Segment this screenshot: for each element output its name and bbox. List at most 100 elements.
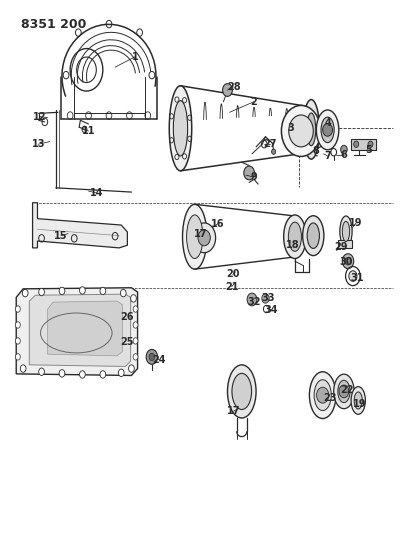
- Circle shape: [20, 365, 26, 372]
- Circle shape: [288, 115, 312, 147]
- Text: 18: 18: [285, 240, 299, 250]
- Text: 28: 28: [226, 82, 240, 92]
- Text: 25: 25: [120, 337, 134, 347]
- Text: 26: 26: [120, 312, 134, 322]
- Circle shape: [222, 84, 232, 96]
- Circle shape: [100, 370, 106, 378]
- Circle shape: [348, 271, 356, 281]
- Ellipse shape: [173, 101, 187, 156]
- Text: 33: 33: [261, 293, 274, 303]
- Text: 23: 23: [322, 393, 335, 403]
- Text: 27: 27: [263, 139, 276, 149]
- Circle shape: [16, 306, 20, 312]
- Polygon shape: [16, 288, 137, 375]
- Text: 7: 7: [324, 151, 330, 161]
- Text: 21: 21: [224, 282, 238, 292]
- Circle shape: [133, 354, 138, 360]
- Circle shape: [243, 166, 254, 180]
- Text: 4: 4: [324, 118, 330, 128]
- Text: 9: 9: [250, 172, 257, 182]
- Circle shape: [22, 289, 28, 297]
- Circle shape: [16, 354, 20, 360]
- Circle shape: [130, 295, 136, 302]
- Ellipse shape: [169, 86, 191, 171]
- Circle shape: [79, 287, 85, 294]
- Circle shape: [342, 254, 353, 269]
- Circle shape: [100, 287, 106, 295]
- Text: 31: 31: [349, 273, 363, 283]
- Text: 20: 20: [225, 270, 239, 279]
- Text: 13: 13: [31, 139, 45, 149]
- Circle shape: [192, 223, 215, 253]
- Circle shape: [340, 146, 346, 154]
- Text: 24: 24: [152, 354, 166, 365]
- Circle shape: [367, 141, 372, 148]
- Ellipse shape: [288, 222, 301, 252]
- Text: 8351 200: 8351 200: [21, 18, 86, 31]
- Ellipse shape: [320, 117, 333, 143]
- Text: 17: 17: [194, 229, 207, 239]
- Circle shape: [128, 365, 134, 372]
- Circle shape: [338, 385, 348, 398]
- Polygon shape: [351, 139, 375, 150]
- Circle shape: [148, 353, 154, 361]
- Circle shape: [353, 141, 358, 148]
- Ellipse shape: [353, 392, 362, 409]
- Text: 6: 6: [340, 150, 346, 160]
- Text: 8: 8: [311, 146, 318, 156]
- Circle shape: [146, 350, 157, 365]
- Polygon shape: [29, 294, 130, 367]
- Circle shape: [16, 338, 20, 344]
- Text: 19: 19: [348, 218, 362, 228]
- Circle shape: [59, 287, 65, 295]
- Circle shape: [118, 369, 124, 376]
- Ellipse shape: [342, 221, 349, 241]
- Circle shape: [133, 338, 138, 344]
- Circle shape: [281, 106, 320, 157]
- Circle shape: [38, 288, 44, 296]
- Text: 30: 30: [338, 257, 352, 267]
- Circle shape: [79, 370, 85, 378]
- Ellipse shape: [186, 215, 202, 259]
- Ellipse shape: [302, 216, 323, 256]
- Text: 34: 34: [264, 305, 277, 315]
- Circle shape: [133, 306, 138, 312]
- Ellipse shape: [302, 100, 319, 159]
- Circle shape: [271, 149, 275, 155]
- Circle shape: [247, 293, 256, 306]
- Circle shape: [316, 387, 328, 403]
- Text: 17: 17: [226, 406, 240, 416]
- Text: 29: 29: [333, 243, 346, 252]
- Text: 16: 16: [210, 219, 223, 229]
- Text: 3: 3: [287, 123, 294, 133]
- Circle shape: [59, 369, 65, 377]
- Ellipse shape: [182, 204, 207, 269]
- Text: 12: 12: [33, 111, 46, 122]
- Ellipse shape: [283, 215, 306, 259]
- Polygon shape: [32, 203, 127, 248]
- Text: 19: 19: [352, 399, 365, 409]
- Circle shape: [344, 257, 350, 265]
- Circle shape: [198, 230, 210, 246]
- Ellipse shape: [350, 386, 364, 414]
- Ellipse shape: [306, 113, 315, 146]
- Ellipse shape: [333, 374, 353, 409]
- Text: 14: 14: [90, 188, 103, 198]
- Circle shape: [133, 322, 138, 328]
- Text: 5: 5: [364, 144, 371, 155]
- Ellipse shape: [339, 216, 351, 247]
- Ellipse shape: [231, 373, 251, 409]
- Circle shape: [16, 322, 20, 328]
- Ellipse shape: [306, 223, 319, 248]
- Circle shape: [261, 294, 268, 303]
- Circle shape: [38, 368, 44, 375]
- Ellipse shape: [337, 380, 349, 402]
- Ellipse shape: [313, 379, 330, 410]
- Text: 15: 15: [54, 231, 68, 241]
- Text: 2: 2: [250, 96, 257, 107]
- Text: 1: 1: [132, 52, 139, 61]
- Polygon shape: [47, 301, 122, 356]
- Text: 22: 22: [339, 385, 353, 395]
- Circle shape: [322, 124, 332, 136]
- Ellipse shape: [227, 365, 256, 418]
